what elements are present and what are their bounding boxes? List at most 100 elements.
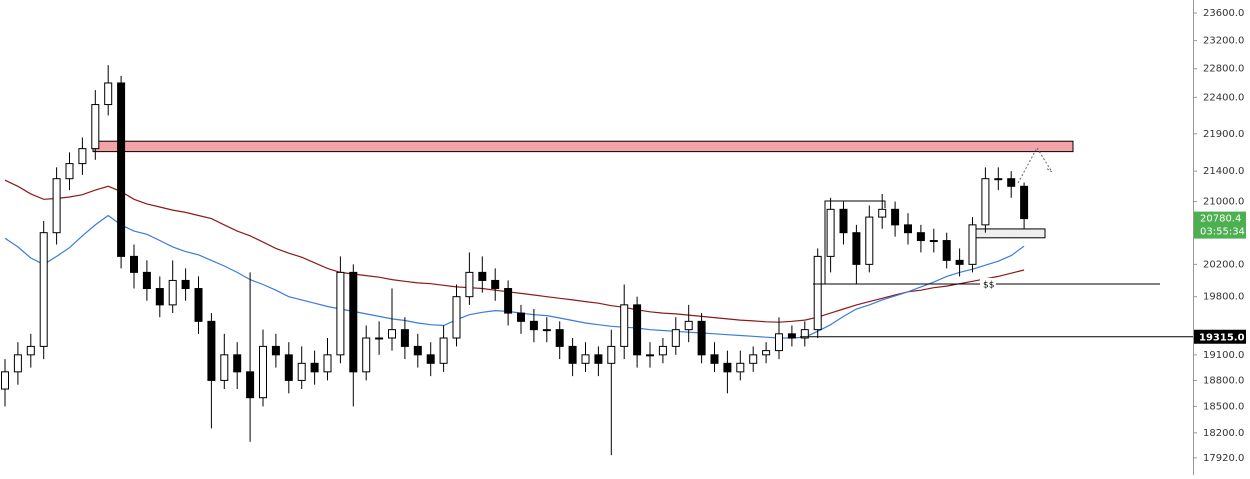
candle-body [349, 271, 358, 373]
candle-body [207, 320, 216, 381]
candle-body [284, 354, 293, 381]
candle-body [362, 337, 371, 373]
candle-body [1020, 185, 1029, 220]
candle-body [542, 329, 551, 332]
candle-body [504, 288, 513, 314]
candle-body [310, 362, 319, 373]
y-tick-label: 22400.0 [1203, 92, 1244, 103]
candle-body [671, 329, 680, 347]
candle-body [246, 371, 255, 399]
candle-body [297, 362, 306, 381]
candle-body [1, 371, 9, 390]
candle-body [775, 333, 783, 352]
candle-body [942, 240, 951, 261]
last-price: 20780.4 [1200, 214, 1241, 225]
candle-body [968, 224, 977, 265]
y-tick-label: 17920.0 [1203, 453, 1244, 464]
candle-body [233, 354, 242, 373]
y-tick-label: 18500.0 [1203, 401, 1244, 412]
candle-body [529, 320, 538, 331]
range-bracket [824, 200, 886, 284]
candle-body [168, 279, 177, 306]
candle-body [478, 271, 487, 281]
candle-body [697, 320, 706, 356]
candle-body [439, 337, 448, 364]
candle-body [736, 362, 745, 373]
projection-arrow [1017, 147, 1053, 184]
candle-body [400, 329, 409, 347]
candle-body [1007, 178, 1016, 187]
candle-body [336, 271, 345, 356]
candle-body [452, 296, 461, 339]
candle-body [194, 288, 203, 322]
y-tick-label: 19800.0 [1203, 292, 1244, 303]
candle-body [929, 240, 938, 243]
candle-body [259, 345, 267, 399]
level-text: $$ [983, 281, 994, 291]
candle-body [658, 345, 667, 356]
candle-body [555, 329, 564, 347]
candle-body [117, 82, 126, 257]
candle-body [826, 208, 835, 257]
candle-body [633, 304, 642, 356]
candle-body [323, 354, 332, 373]
candle-body [800, 329, 809, 339]
y-tick-label: 21000.0 [1203, 197, 1244, 208]
overlays [4, 179, 1025, 339]
y-tick-label: 20200.0 [1203, 259, 1244, 270]
candle-body [891, 208, 900, 226]
price-label: 19315.0 [1199, 333, 1245, 344]
candle-body [787, 333, 796, 339]
price-zone [92, 140, 1074, 153]
zones [92, 140, 1074, 239]
candle-body [465, 271, 474, 298]
candle-body [517, 312, 525, 322]
levels: $$ [800, 278, 1193, 338]
candle-body [620, 304, 629, 347]
candle-body [52, 178, 61, 234]
candle-body [594, 354, 603, 364]
candle-body [181, 279, 190, 290]
candles [1, 65, 1029, 456]
price-label-bg [1194, 329, 1246, 344]
level-text-bg [980, 278, 996, 291]
last-price-bg [1194, 211, 1246, 239]
candle-body [491, 279, 500, 290]
y-tick-label: 22800.0 [1203, 64, 1244, 75]
y-tick-label: 21400.0 [1203, 166, 1244, 177]
candle-body [65, 163, 74, 180]
candle-body [710, 354, 719, 364]
y-tick-label: 19100.0 [1203, 350, 1244, 361]
y-tick-label: 21900.0 [1203, 129, 1244, 140]
candle-body [91, 104, 100, 150]
candle-body [852, 232, 861, 265]
candle-body [568, 345, 577, 364]
candle-body [904, 224, 912, 234]
candle-body [865, 216, 874, 265]
y-tick-label: 18800.0 [1203, 375, 1244, 386]
candle-body [981, 178, 990, 226]
candle-body [104, 82, 113, 106]
candle-body [271, 345, 280, 356]
candle-body [723, 362, 732, 373]
candle-body [646, 354, 654, 357]
candle-body [78, 148, 87, 165]
candle-body [607, 345, 616, 364]
candle-body [878, 208, 887, 218]
bar-countdown: 03:55:34 [1200, 227, 1245, 238]
candle-body [388, 329, 396, 339]
candle-body [916, 232, 925, 242]
candle-body [684, 320, 693, 331]
candle-body [220, 354, 229, 381]
candle-body [39, 232, 48, 347]
moving-average [4, 179, 1025, 323]
candle-body [426, 354, 435, 364]
candle-body [13, 354, 22, 373]
candle-body [581, 354, 590, 364]
candle-body [762, 350, 771, 356]
moving-average [4, 214, 1025, 339]
axis: 23600.0 23200.0 22800.0 22400.0 21900.0 21400… [1193, 8, 1246, 464]
candle-body [994, 178, 1003, 181]
candle-body [813, 255, 822, 331]
